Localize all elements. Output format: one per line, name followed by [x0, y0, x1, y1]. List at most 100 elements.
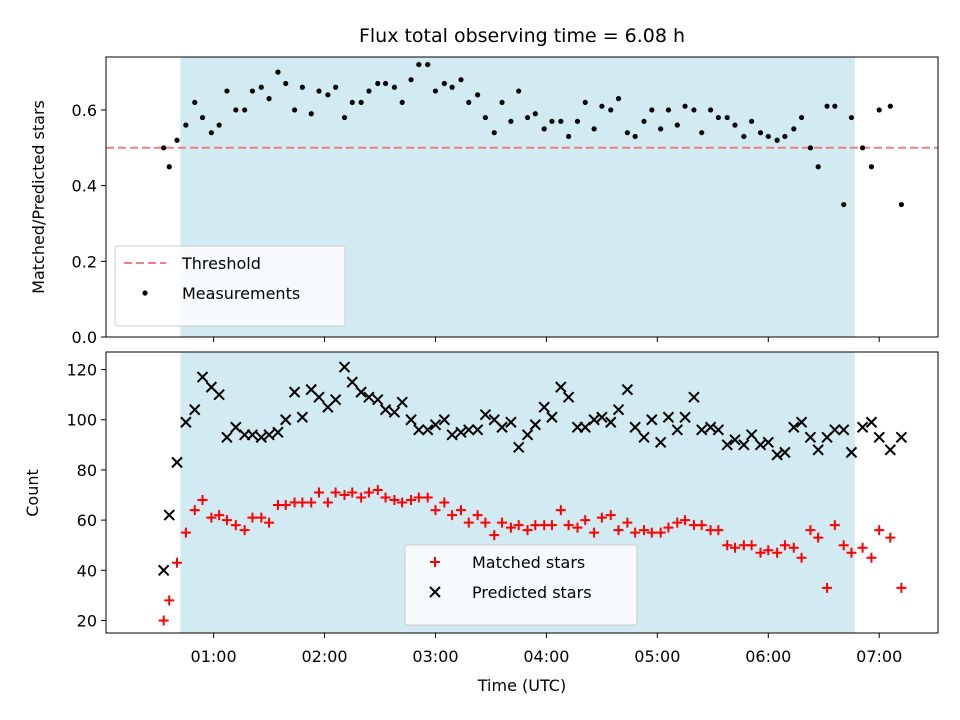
legend: Threshold Measurements — [114, 245, 346, 327]
data-point — [845, 446, 858, 459]
data-point — [432, 88, 439, 94]
data-point — [213, 388, 225, 401]
data-point — [887, 103, 893, 109]
data-point — [458, 77, 464, 83]
data-point — [363, 391, 375, 403]
data-point — [608, 107, 614, 113]
data-point — [208, 130, 214, 136]
x-tick-label: 04:00 — [523, 647, 569, 666]
data-point — [524, 114, 531, 121]
legend-box — [114, 245, 346, 327]
data-point — [416, 61, 422, 68]
y-tick-label: 20 — [77, 611, 97, 630]
data-point — [422, 492, 433, 503]
data-point — [639, 525, 650, 536]
data-point — [788, 542, 799, 553]
data-point — [724, 114, 730, 121]
data-point — [382, 80, 389, 87]
x-tick-label: 01:00 — [191, 647, 237, 666]
data-point — [859, 145, 866, 151]
data-point — [430, 505, 441, 516]
data-point — [313, 391, 325, 403]
data-point — [812, 444, 824, 456]
data-point — [389, 495, 400, 506]
data-point — [588, 414, 600, 426]
data-point — [848, 114, 855, 121]
data-point — [865, 416, 878, 428]
legend-label: Threshold — [181, 254, 261, 273]
data-point — [380, 492, 391, 503]
data-point — [672, 517, 683, 528]
data-point — [721, 439, 733, 451]
series-predicted-stars — [157, 361, 908, 576]
data-point — [662, 411, 675, 423]
data-point — [846, 547, 857, 558]
x-axis-label: Time (UTC) — [477, 676, 566, 695]
data-point — [214, 510, 225, 521]
data-point — [868, 164, 875, 170]
data-point — [333, 84, 339, 90]
data-point — [779, 540, 790, 551]
data-point — [221, 431, 233, 444]
data-point — [580, 515, 591, 526]
data-point — [455, 505, 466, 516]
data-point — [591, 126, 597, 132]
data-point — [605, 416, 617, 428]
axes-frame — [105, 351, 939, 634]
data-point — [565, 133, 572, 140]
data-point — [341, 114, 348, 121]
data-point — [521, 429, 534, 441]
data-point — [157, 564, 170, 576]
legend-label: Predicted stars — [472, 583, 592, 602]
data-point — [355, 386, 367, 398]
data-point — [857, 542, 868, 553]
data-point — [596, 411, 608, 423]
y-tick-label: 80 — [77, 461, 97, 480]
data-point — [505, 522, 516, 533]
data-point — [272, 426, 284, 438]
data-point — [805, 525, 816, 536]
data-point — [280, 500, 291, 511]
data-point — [558, 118, 564, 124]
data-point — [513, 520, 524, 531]
data-point — [641, 118, 647, 124]
data-point — [439, 497, 450, 508]
data-point — [546, 411, 558, 423]
data-point — [541, 126, 547, 132]
data-point — [522, 525, 533, 536]
data-point — [562, 391, 575, 403]
data-point — [658, 126, 664, 132]
data-point — [755, 547, 766, 558]
legend-swatch — [142, 290, 148, 296]
data-point — [505, 416, 517, 428]
data-point — [841, 201, 847, 208]
data-point — [264, 517, 275, 528]
data-point — [489, 530, 500, 541]
data-point — [466, 99, 472, 106]
chart-title: Flux total observing time = 6.08 h — [359, 25, 685, 47]
data-point — [612, 403, 625, 416]
data-point — [372, 393, 384, 406]
data-point — [630, 527, 641, 538]
data-point — [745, 429, 758, 441]
data-point — [763, 545, 774, 556]
data-point — [280, 414, 292, 426]
bottom-y-axis-label: Count — [23, 469, 42, 517]
data-point — [180, 527, 191, 538]
legend-swatch — [430, 557, 440, 567]
data-point — [646, 527, 657, 538]
data-point — [715, 114, 721, 121]
data-point — [363, 487, 374, 498]
data-point — [255, 431, 268, 444]
data-point — [346, 376, 358, 388]
data-point — [691, 107, 697, 113]
y-tick-label: 40 — [77, 561, 97, 580]
data-point — [330, 487, 341, 498]
data-point — [596, 512, 607, 523]
data-point — [732, 122, 738, 128]
data-point — [582, 99, 588, 106]
x-tick-label: 03:00 — [412, 647, 458, 666]
data-point — [599, 103, 605, 109]
data-point — [322, 497, 333, 508]
data-point — [455, 426, 467, 438]
